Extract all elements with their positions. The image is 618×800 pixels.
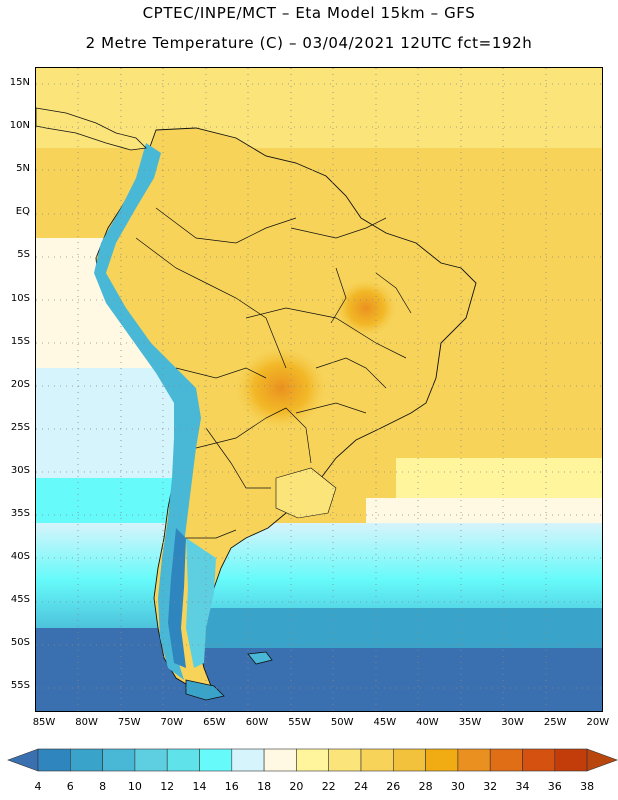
legend-value-label: 4 (34, 780, 42, 793)
legend-color-box (522, 748, 556, 772)
legend-color-box (70, 748, 103, 772)
legend-value-label: 26 (386, 780, 401, 793)
latitude-tick-label: 10N (9, 120, 30, 132)
legend-value-label: 36 (547, 780, 562, 793)
longitude-tick-label: 20W (586, 717, 610, 728)
hot-spot-northeast (336, 280, 396, 336)
color-legend-bar (7, 748, 618, 772)
latitude-tick-label: 20S (10, 378, 30, 390)
temperature-map (35, 67, 603, 712)
longitude-tick-label: 55W (288, 717, 311, 728)
uruguay-pale (275, 467, 337, 519)
legend-value-label: 30 (450, 780, 465, 793)
latitude-tick-label: 50S (10, 637, 30, 649)
longitude-tick-label: 40W (416, 717, 439, 728)
latitude-tick-label: 15N (9, 77, 30, 88)
latitude-tick-label: 5S (17, 249, 30, 261)
latitude-tick-label: 35S (10, 508, 30, 519)
latitude-tick-label: 55S (10, 680, 30, 692)
legend-color-box (554, 748, 588, 772)
legend-value-label: 34 (515, 780, 530, 793)
legend-value-label: 6 (66, 780, 74, 793)
legend-arrow-high (586, 748, 618, 772)
longitude-tick-label: 70W (160, 717, 184, 728)
longitude-tick-label: 65W (203, 717, 226, 728)
legend-color-box (37, 748, 71, 772)
tierra-del-fuego (185, 679, 225, 701)
legend-color-box (392, 748, 426, 772)
legend-value-label: 10 (127, 780, 142, 793)
legend-color-box (199, 748, 233, 772)
country-borders (135, 207, 412, 539)
legend-color-box (263, 748, 297, 772)
legend-value-label: 28 (418, 780, 433, 793)
legend-color-box (457, 748, 491, 772)
legend-color-box (425, 748, 459, 772)
longitude-tick-label: 35W (458, 717, 482, 728)
longitude-tick-label: 25W (543, 717, 567, 728)
legend-value-label: 16 (224, 780, 239, 793)
latitude-tick-label: 10S (10, 292, 30, 304)
central-america (36, 107, 147, 151)
legend-value-label: 24 (354, 780, 368, 793)
map-canvas (36, 68, 602, 711)
latitude-tick-label: EQ (15, 206, 30, 218)
legend-color-box (489, 748, 523, 772)
legend-color-box (296, 748, 329, 772)
legend-value-label: 8 (99, 780, 107, 793)
legend-value-label: 12 (160, 780, 175, 793)
latitude-tick-label: 30S (10, 464, 30, 476)
longitude-tick-label: 80W (75, 717, 98, 728)
andes-colder (168, 528, 186, 668)
legend-value-label: 18 (257, 780, 272, 793)
longitude-tick-label: 75W (117, 717, 141, 728)
patagonia-cool (186, 538, 216, 668)
ocean-southern-mid (176, 608, 602, 648)
longitude-tick-label: 85W (32, 717, 56, 728)
longitude-tick-label: 60W (245, 717, 269, 728)
ocean-atlantic-north (36, 68, 602, 148)
legend-arrow-low (7, 748, 39, 772)
falkland-islands (247, 651, 273, 665)
legend-color-box (328, 748, 362, 772)
latitude-tick-label: 25S (10, 421, 30, 433)
legend-color-box (231, 748, 265, 772)
legend-value-label: 32 (483, 780, 498, 793)
latitude-tick-label: 15S (10, 335, 30, 347)
legend-value-label: 38 (580, 780, 595, 793)
latitude-tick-label: 40S (10, 551, 30, 563)
latitude-tick-label: 45S (10, 594, 30, 606)
legend-color-box (360, 748, 394, 772)
hot-spot-west-central (236, 348, 326, 428)
legend-value-label: 20 (289, 780, 304, 793)
map-title-line2: 2 Metre Temperature (C) – 03/04/2021 12U… (85, 34, 533, 52)
legend-value-label: 22 (321, 780, 336, 793)
map-title-line1: CPTEC/INPE/MCT – Eta Model 15km – GFS (142, 4, 476, 22)
latitude-tick-label: 5N (16, 163, 30, 175)
longitude-tick-label: 30W (501, 717, 524, 728)
longitude-tick-label: 50W (330, 717, 354, 728)
legend-value-label: 14 (192, 780, 207, 793)
legend-color-box (134, 748, 168, 772)
legend-color-box (166, 748, 200, 772)
legend-color-box (102, 748, 136, 772)
longitude-tick-label: 45W (373, 717, 397, 728)
ocean-pacific-light (36, 368, 186, 488)
